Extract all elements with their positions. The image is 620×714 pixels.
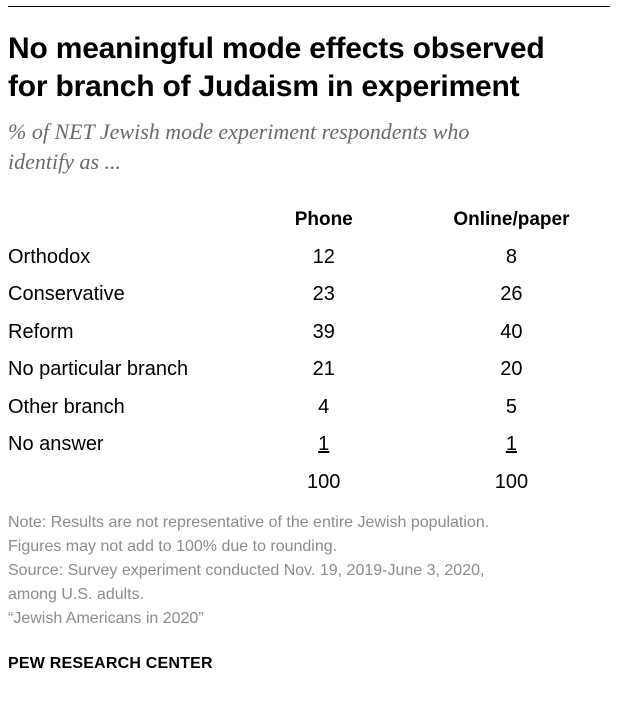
- title-line-2: for branch of Judaism in experiment: [8, 70, 520, 103]
- table-row: No answer 1 1: [8, 426, 620, 464]
- online-paper-value-underlined: 1: [505, 433, 517, 456]
- table-row: Conservative 23 26: [8, 276, 620, 314]
- top-rule: [8, 6, 610, 7]
- source-line-2: among U.S. adults.: [8, 586, 145, 603]
- table-row: No particular branch 21 20: [8, 351, 620, 389]
- row-label: No answer: [8, 433, 104, 456]
- title-line-1: No meaningful mode effects observed: [8, 32, 545, 65]
- note-line-2: Figures may not add to 100% due to round…: [8, 538, 338, 555]
- row-label: No particular branch: [8, 358, 189, 381]
- phone-value: 4: [318, 395, 330, 418]
- source-line-3: “Jewish Americans in 2020”: [8, 610, 204, 627]
- row-label: Reform: [8, 320, 74, 343]
- phone-value: 21: [312, 358, 335, 381]
- column-header-phone: Phone: [294, 208, 353, 230]
- totals-blank: [8, 464, 245, 502]
- table-row: Orthodox 12 8: [8, 239, 620, 277]
- row-label: Conservative: [8, 283, 125, 306]
- online-paper-value: 8: [505, 245, 517, 268]
- header-row: Phone Online/paper: [8, 201, 620, 239]
- totals-row: 100 100: [8, 464, 620, 502]
- subtitle-line-1: % of NET Jewish mode experiment responde…: [8, 119, 470, 144]
- phone-value: 1: [245, 426, 403, 464]
- phone-value: 39: [312, 320, 335, 343]
- online-paper-total: 100: [494, 470, 529, 493]
- data-table: Phone Online/paper Orthodox 12 8 Conserv…: [8, 201, 620, 501]
- notes-block: Note: Results are not representative of …: [8, 511, 612, 631]
- subtitle-line-2: identify as ...: [8, 149, 122, 174]
- phone-value-underlined: 1: [318, 433, 330, 456]
- table-row: Other branch 4 5: [8, 389, 620, 427]
- online-paper-value: 20: [500, 358, 523, 381]
- note-line-1: Note: Results are not representative of …: [8, 514, 490, 531]
- online-paper-value: 1: [403, 426, 620, 464]
- phone-value: 12: [312, 245, 335, 268]
- table-row: Reform 39 40: [8, 314, 620, 352]
- phone-value: 23: [312, 283, 335, 306]
- source-line-1: Source: Survey experiment conducted Nov.…: [8, 562, 485, 579]
- header-blank: [8, 201, 245, 239]
- pew-research-center-logo: PEW RESEARCH CENTER: [8, 655, 213, 672]
- online-paper-value: 5: [505, 395, 517, 418]
- online-paper-value: 40: [500, 320, 523, 343]
- online-paper-value: 26: [500, 283, 523, 306]
- column-header-online-paper: Online/paper: [453, 208, 570, 230]
- row-label: Orthodox: [8, 245, 91, 268]
- row-label: Other branch: [8, 395, 125, 418]
- phone-total: 100: [307, 470, 341, 493]
- chart-subtitle: % of NET Jewish mode experiment responde…: [8, 117, 608, 177]
- chart-title: No meaningful mode effects observed for …: [8, 30, 608, 106]
